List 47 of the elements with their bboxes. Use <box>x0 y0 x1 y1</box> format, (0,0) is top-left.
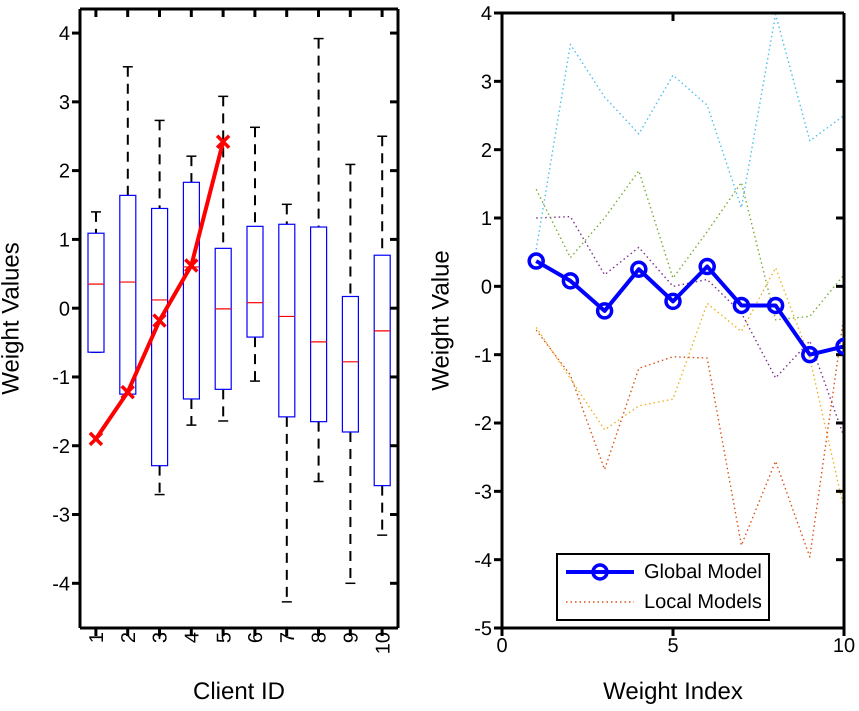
y-tick-label: -3 <box>52 504 70 527</box>
x-axis-title: Weight Index <box>603 678 743 705</box>
point <box>630 260 648 278</box>
y-tick-label: -2 <box>474 413 492 436</box>
y-tick-label: -2 <box>52 436 70 458</box>
y-tick-label: -1 <box>52 367 70 390</box>
y-tick-label: 0 <box>58 298 70 320</box>
point <box>698 258 716 276</box>
x-tick-label: 7 <box>276 632 299 644</box>
y-axis-title: Weight Values <box>0 242 25 395</box>
point <box>184 258 200 274</box>
point <box>732 296 750 314</box>
x-tick-label: 5 <box>667 635 679 658</box>
y-tick-label: -5 <box>474 618 492 640</box>
point <box>801 346 819 364</box>
legend-label: Global Model <box>644 560 762 584</box>
y-tick-label: 1 <box>480 208 492 230</box>
x-tick-label: 10 <box>832 635 856 658</box>
point <box>527 252 545 270</box>
y-tick-label: -1 <box>474 344 492 367</box>
y-tick-label: 3 <box>58 92 70 114</box>
x-tick-label: 0 <box>496 635 508 658</box>
y-tick-label: 0 <box>480 276 492 298</box>
legend-label: Local Models <box>644 590 762 614</box>
y-tick-label: 4 <box>480 3 492 26</box>
line-series <box>536 170 844 321</box>
point <box>120 384 136 400</box>
y-tick-label: 4 <box>58 23 70 46</box>
y-tick-label: 2 <box>480 140 492 162</box>
point <box>664 292 682 310</box>
point <box>766 296 784 314</box>
y-tick-label: 2 <box>58 160 70 183</box>
point <box>562 272 580 290</box>
point <box>88 431 104 447</box>
point <box>215 134 231 150</box>
y-tick-label: -3 <box>474 481 492 504</box>
y-tick-label: 3 <box>480 71 492 94</box>
point <box>596 302 614 320</box>
line-series <box>536 14 844 250</box>
y-tick-label: -4 <box>474 550 492 572</box>
x-tick-label: 1 <box>86 632 108 644</box>
x-axis-title: Client ID <box>192 678 286 705</box>
y-axis-title: Weight Value <box>428 250 455 391</box>
y-tick-label: -4 <box>52 573 70 596</box>
point <box>152 312 168 328</box>
y-tick-label: 1 <box>58 230 70 252</box>
x-tick-label: 10 <box>372 632 394 654</box>
